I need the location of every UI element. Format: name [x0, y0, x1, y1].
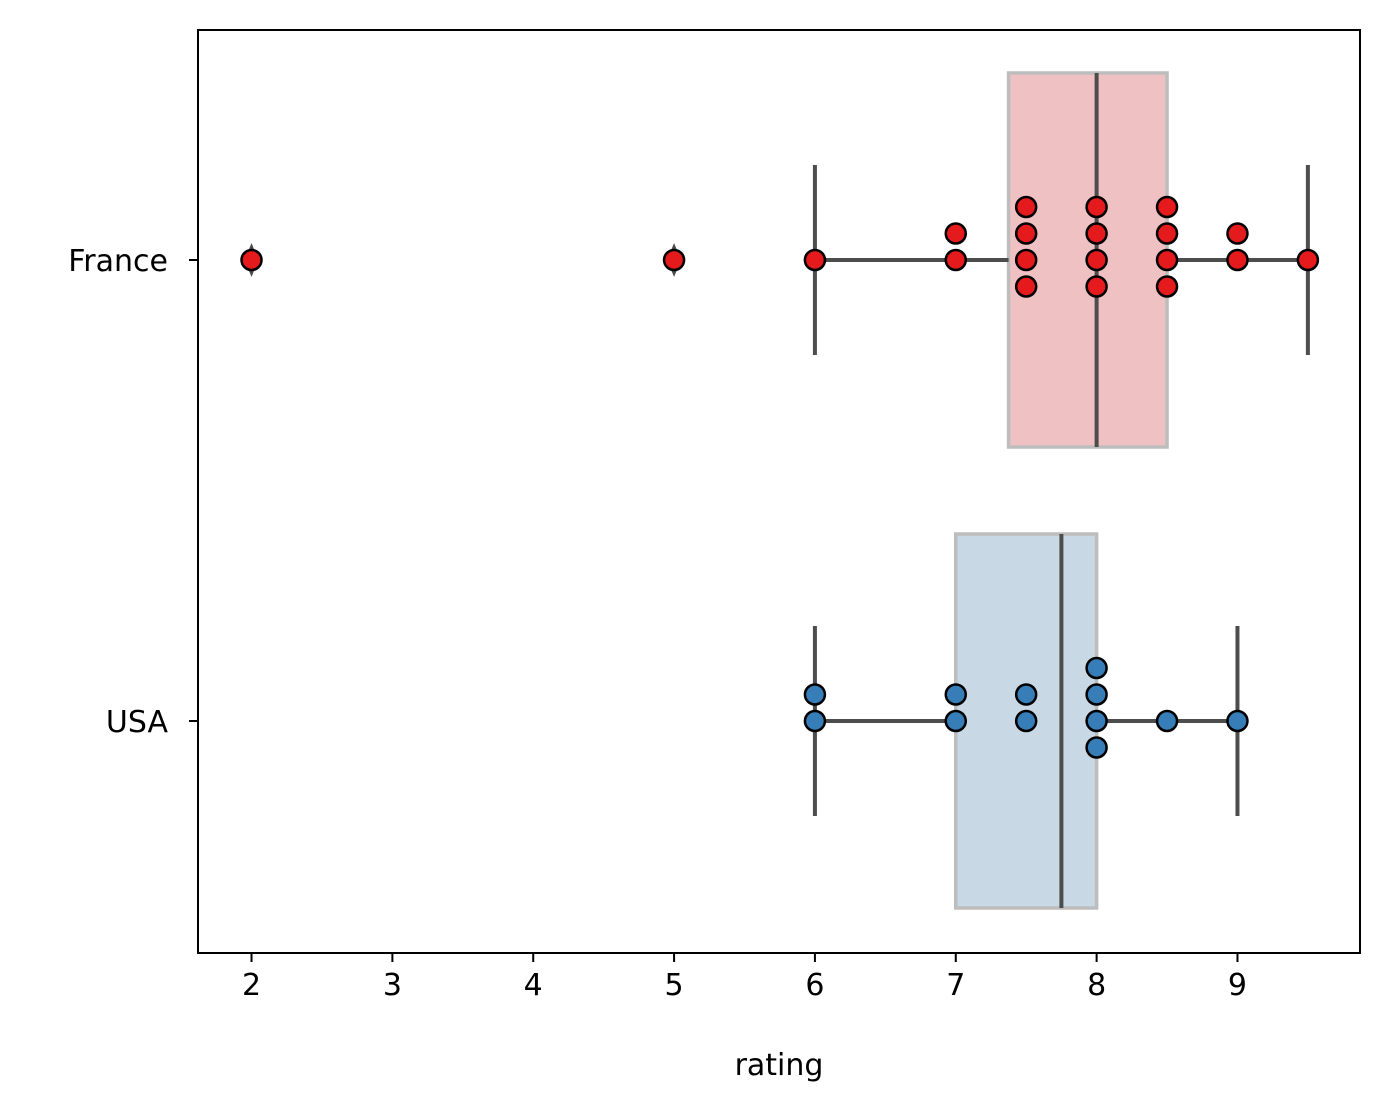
point-usa-2: [944, 709, 968, 733]
point-usa-5: [1014, 683, 1038, 706]
point-france-4: [944, 222, 968, 245]
point-france-15: [1155, 275, 1179, 298]
label-layer: rating 2 3 4 5 6 7 8 9 France USA: [68, 244, 1247, 1083]
point-france-5: [1014, 248, 1038, 272]
point-france-8: [1014, 195, 1038, 219]
point-france-12: [1085, 195, 1108, 219]
point-france-6: [1014, 222, 1038, 245]
point-usa-10: [1155, 709, 1179, 733]
point-france-2: [803, 248, 827, 272]
point-france-19: [1296, 248, 1320, 272]
point-france-13: [1155, 248, 1179, 272]
point-usa-3: [944, 683, 968, 706]
x-tick-label-2: 2: [242, 968, 261, 1003]
point-usa-0: [803, 709, 827, 733]
point-usa-8: [1085, 736, 1108, 759]
x-tick-label-6: 6: [805, 968, 824, 1003]
point-france-7: [1014, 275, 1038, 298]
point-france-18: [1226, 222, 1249, 245]
x-tick-label-3: 3: [383, 968, 402, 1003]
point-france-11: [1085, 275, 1108, 298]
point-usa-7: [1085, 683, 1108, 706]
x-tick-label-7: 7: [946, 968, 965, 1003]
point-france-10: [1085, 222, 1108, 245]
point-france-0: [240, 248, 263, 272]
point-usa-1: [803, 683, 827, 706]
box-layer: [954, 71, 1169, 910]
point-france-1: [662, 248, 686, 272]
point-usa-9: [1085, 656, 1108, 680]
y-tick-label-usa: USA: [106, 705, 169, 740]
point-france-17: [1226, 248, 1249, 272]
x-tick-label-5: 5: [665, 968, 684, 1003]
x-tick-label-9: 9: [1228, 968, 1247, 1003]
axes-layer: [189, 29, 1361, 962]
point-layer: [240, 195, 1320, 759]
point-france-14: [1155, 222, 1179, 245]
point-usa-4: [1014, 709, 1038, 733]
x-axis-title: rating: [735, 1048, 824, 1083]
point-usa-11: [1226, 709, 1249, 733]
x-tick-label-8: 8: [1087, 968, 1106, 1003]
point-usa-6: [1085, 709, 1108, 733]
point-france-3: [944, 248, 968, 272]
point-france-9: [1085, 248, 1108, 272]
x-tick-label-4: 4: [524, 968, 543, 1003]
plot-frame: [197, 29, 1361, 954]
point-france-16: [1155, 195, 1179, 219]
y-tick-label-france: France: [68, 244, 168, 279]
